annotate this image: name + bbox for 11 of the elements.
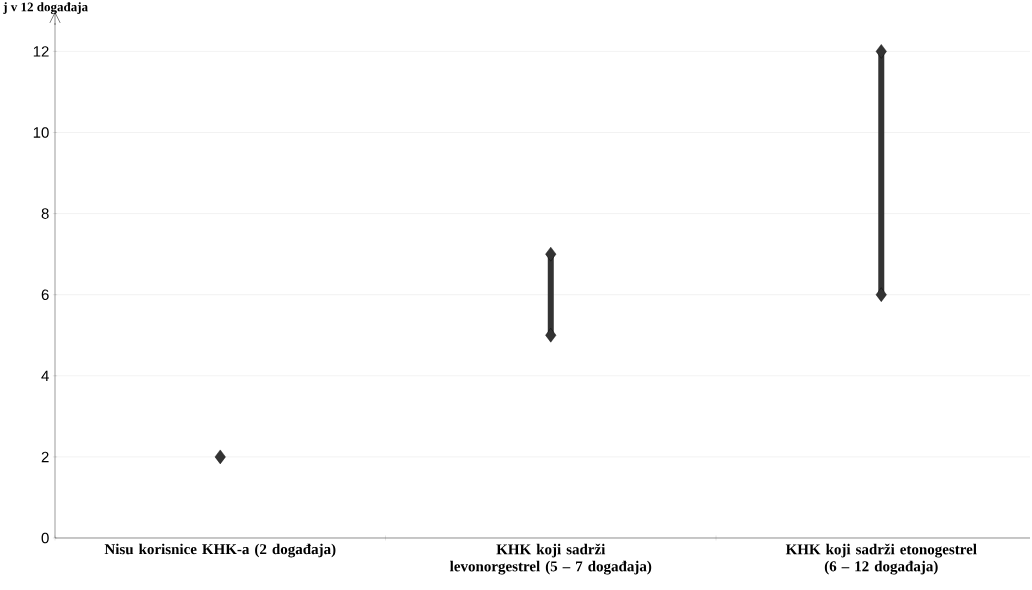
y-tick-label: 8 xyxy=(41,208,49,219)
x-tick-label: KHK koji sadrži levonorgestrel (5 – 7 događaja) xyxy=(449,543,652,575)
y-tick-label: 6 xyxy=(41,289,49,300)
y-tick-label: 4 xyxy=(41,370,49,381)
y-tick-label: 2 xyxy=(41,451,49,463)
x-tick-label: KHK koji sadrži etonogestrel (6 – 12 događaja) xyxy=(785,543,977,575)
y-axis-title: j v 12 događaja xyxy=(3,2,88,15)
x-tick-label: Nisu korisnice KHK-a (2 događaja) xyxy=(104,543,336,558)
y-tick-label: 12 xyxy=(33,46,49,57)
y-tick-label: 0 xyxy=(41,532,49,544)
y-tick-label: 10 xyxy=(33,127,49,138)
